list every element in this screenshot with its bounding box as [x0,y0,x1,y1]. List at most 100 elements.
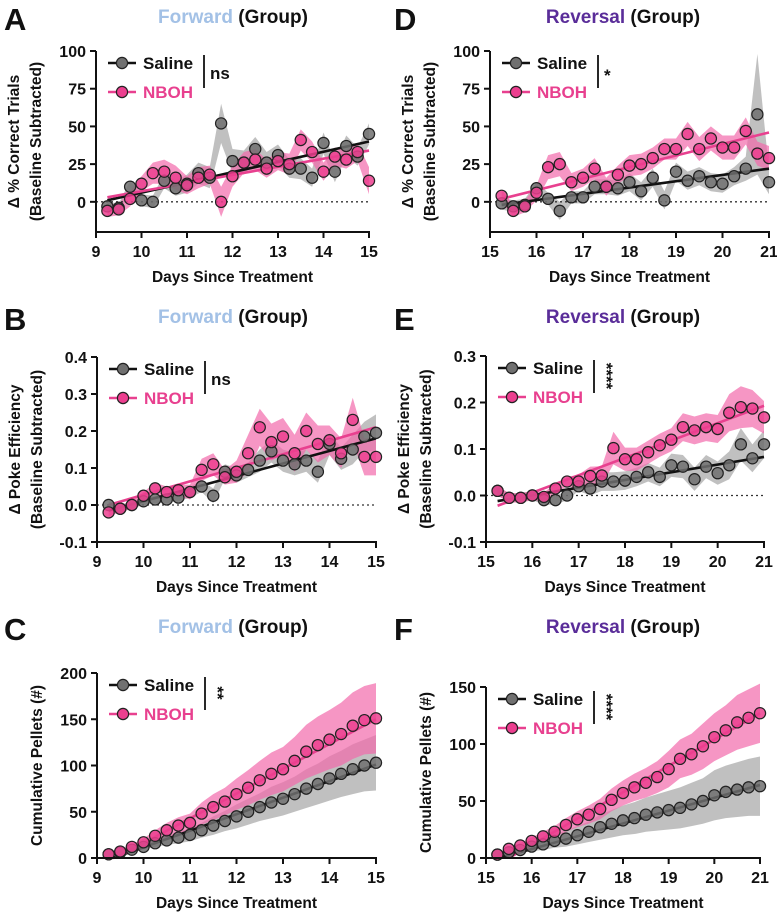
y-tick-label: 0.0 [65,498,87,515]
nboh-data-point [169,171,182,184]
saline-data-point [616,814,630,827]
saline-data-point [241,463,255,477]
plot-area [491,683,767,861]
nboh-data-point [658,142,671,156]
nboh-data-point [241,447,255,460]
x-tick-label: 11 [182,870,199,887]
x-tick-label: 16 [523,870,541,887]
nboh-data-point [340,153,353,166]
nboh-data-point [172,819,185,832]
x-tick-label: 15 [360,244,378,261]
nboh-data-point [137,836,150,849]
x-tick-label: 13 [269,244,287,261]
saline-data-point [711,466,724,480]
x-axis-label: Days Since Treatment [152,269,313,286]
saline-legend-label: Saline [533,690,583,709]
saline-data-point [676,460,690,473]
saline-data-point [276,792,290,806]
saline-legend-label: Saline [144,360,194,379]
panel-a: A Forward (Group) 9 10 11 12 13 14 15 0 25 50 75 100 D… [4,2,378,286]
title-condition: Reversal [546,7,625,28]
nboh-data-point [180,179,194,192]
nboh-data-point [207,800,220,814]
saline-legend-label: Saline [143,54,193,73]
saline-data-point [746,452,759,465]
y-tick-label: 150 [60,712,87,729]
panel-letter: B [4,302,26,337]
saline-legend-marker [115,56,129,70]
saline-data-point [618,474,632,487]
y-tick-label: -0.1 [448,535,476,552]
saline-sem-band [497,428,764,505]
nboh-data-point [507,204,520,218]
plot-area [97,397,383,519]
nboh-data-point [746,402,759,415]
nboh-data-point [265,767,278,781]
nboh-data-point [260,162,273,175]
saline-data-point [172,831,185,844]
nboh-data-point [685,748,698,761]
panel-f: F Reversal (Group) 15 16 17 18 19 20 21 0 50 100 150… [394,612,769,912]
saline-data-point [665,459,678,472]
nboh-data-point [571,813,584,826]
nboh-data-point [183,485,197,499]
significance-label: **** [597,694,616,721]
legend: Saline NBOH [498,359,583,407]
y-tick-label: 100 [453,44,480,61]
nboh-data-point [572,475,585,488]
nboh-legend-marker [509,85,523,99]
saline-data-point [757,438,771,451]
nboh-data-point [699,420,713,434]
x-tick-label: 20 [705,870,723,887]
nboh-data-point [214,195,228,209]
title-group: (Group) [233,307,308,328]
saline-data-point [553,204,566,218]
x-tick-label: 15 [367,870,385,887]
saline-data-point [207,489,220,502]
panel-letter: F [394,612,413,647]
title-condition: Forward [158,617,233,638]
saline-data-point [623,176,636,189]
nboh-legend-label: NBOH [144,389,194,408]
nboh-data-point [560,475,574,488]
nboh-data-point [300,745,313,758]
nboh-data-point [311,437,325,451]
saline-data-point [696,794,710,808]
nboh-data-point [495,189,508,202]
saline-data-point [549,493,562,507]
nboh-data-point [525,834,538,848]
title-group: (Group) [233,617,308,638]
title-condition: Forward [158,7,233,28]
saline-data-point [639,808,653,821]
nboh-data-point [323,434,336,447]
nboh-data-point [241,781,255,794]
nboh-data-point [600,180,613,193]
y-axis-label: Δ % Correct Trials [400,75,417,208]
nboh-data-point [693,142,706,156]
x-tick-label: 19 [667,244,685,261]
saline-data-point [541,192,555,206]
saline-data-point [253,800,266,814]
y-tick-label: 0.0 [454,489,476,506]
nboh-data-point [634,157,648,171]
nboh-data-point [148,482,162,495]
saline-data-point [699,460,713,473]
nboh-data-point [265,435,278,449]
nboh-data-point [630,453,643,466]
saline-data-point [739,162,752,175]
nboh-data-point [323,733,336,746]
y-tick-label: 50 [68,119,86,136]
legend: Saline NBOH [109,676,194,724]
nboh-data-point [653,439,666,452]
significance-label: ns [211,370,231,389]
nboh-sem-band [497,386,764,503]
significance-label: * [604,66,611,85]
saline-data-point [693,169,706,183]
nboh-data-point [158,165,171,178]
legend: Saline NBOH [108,54,193,102]
y-tick-label: 50 [458,794,476,811]
saline-data-point [628,811,641,825]
nboh-data-point [514,491,527,505]
x-tick-label: 14 [315,244,333,261]
x-tick-label: 21 [755,554,773,571]
